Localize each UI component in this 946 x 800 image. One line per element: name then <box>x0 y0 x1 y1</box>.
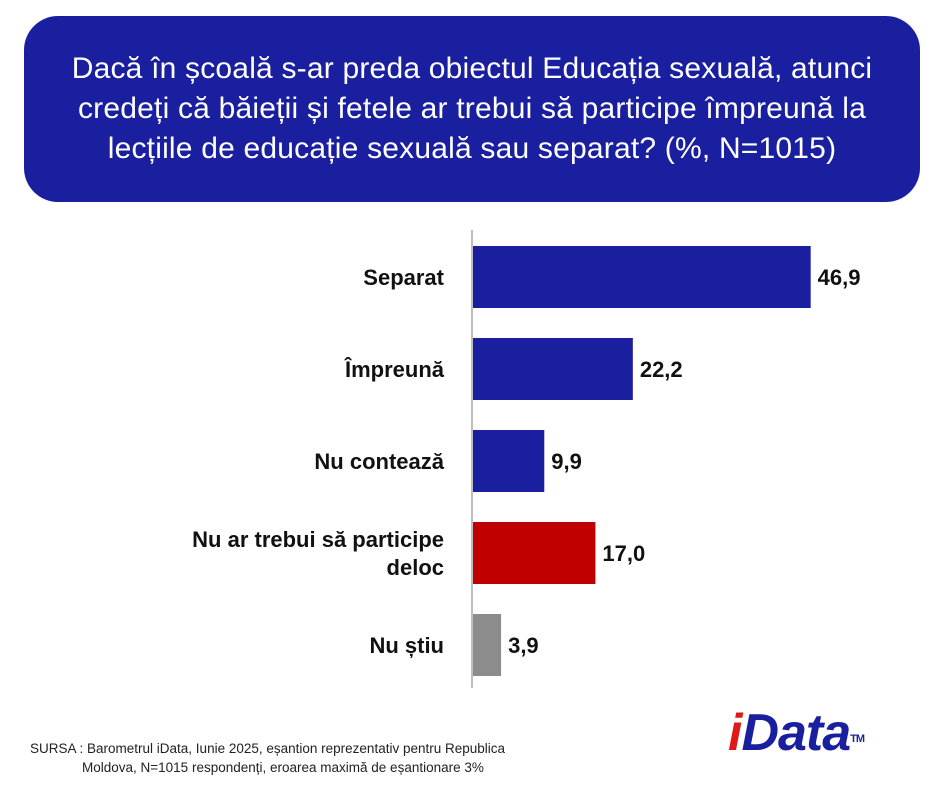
category-label-0: Separat <box>363 265 444 290</box>
bar-4 <box>473 614 502 676</box>
bar-3 <box>473 522 596 584</box>
source-note: SURSA : Barometrul iData, Iunie 2025, eș… <box>30 739 690 777</box>
category-label-2: Nu contează <box>314 449 444 474</box>
category-label-3-line-0: Nu ar trebui să participe <box>192 527 444 552</box>
value-label-2: 9,9 <box>551 449 582 474</box>
value-label-3: 17,0 <box>602 541 645 566</box>
value-label-1: 22,2 <box>640 357 683 382</box>
bar-chart: 46,9 Separat 22,2 Împreună 9,9 Nu contează 17,… <box>192 230 861 688</box>
bar-0 <box>473 246 811 308</box>
category-label-1: Împreună <box>344 357 445 382</box>
bar-1 <box>473 338 633 400</box>
category-label-4: Nu știu <box>369 633 444 658</box>
value-label-4: 3,9 <box>508 633 539 658</box>
title-banner: Dacă în școală s-ar preda obiectul Educa… <box>24 16 920 202</box>
logo-data: Data <box>741 704 851 762</box>
logo-trademark: TM <box>850 733 865 745</box>
bar-2 <box>473 430 545 492</box>
idata-logo: iDataTM <box>728 704 865 762</box>
logo-i: i <box>728 704 742 762</box>
source-line-2: Moldova, N=1015 respondenți, eroarea max… <box>82 760 484 775</box>
chart-title: Dacă în școală s-ar preda obiectul Educa… <box>71 52 873 165</box>
value-label-0: 46,9 <box>818 265 861 290</box>
category-label-3-line-1: deloc <box>387 555 444 580</box>
source-line-1: SURSA : Barometrul iData, Iunie 2025, eș… <box>30 741 506 756</box>
